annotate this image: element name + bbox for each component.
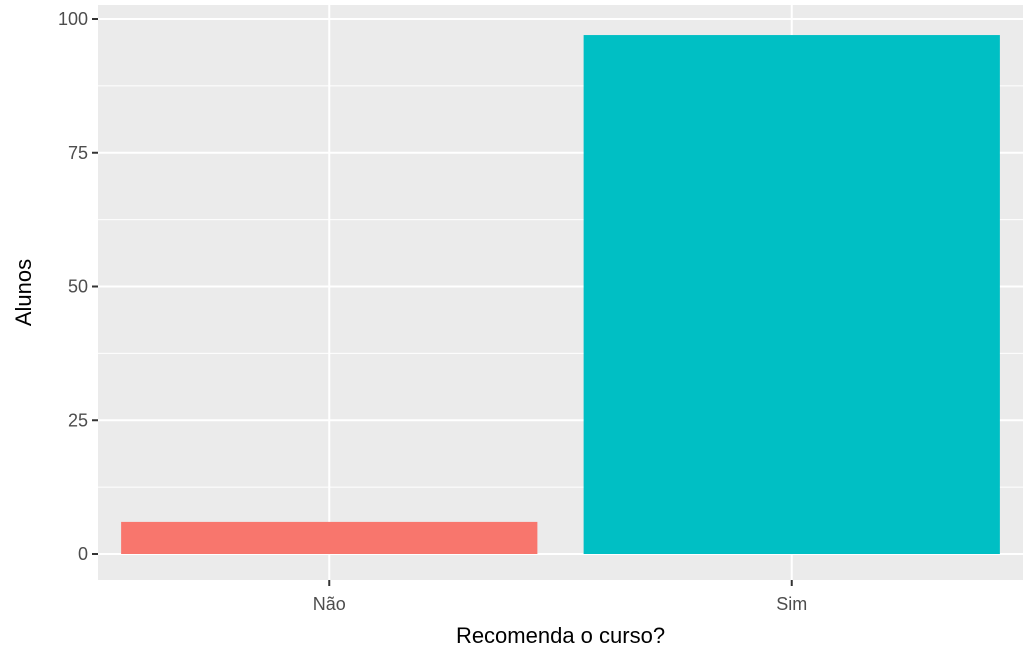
y-tick-label: 25	[68, 410, 88, 430]
y-tick-label: 100	[58, 9, 88, 29]
y-tick-label: 0	[78, 544, 88, 564]
x-tick-label: Sim	[776, 594, 807, 614]
x-axis-title: Recomenda o curso?	[456, 623, 665, 648]
y-tick-label: 50	[68, 277, 88, 297]
y-tick-label: 75	[68, 143, 88, 163]
x-axis: Não Sim	[313, 580, 807, 614]
x-tick-label: Não	[313, 594, 346, 614]
y-axis: 0 25 50 75 100	[58, 9, 98, 564]
bars	[121, 35, 1000, 555]
bar-2	[583, 35, 1000, 555]
bar-1	[121, 521, 538, 554]
y-axis-title: Alunos	[11, 259, 36, 326]
